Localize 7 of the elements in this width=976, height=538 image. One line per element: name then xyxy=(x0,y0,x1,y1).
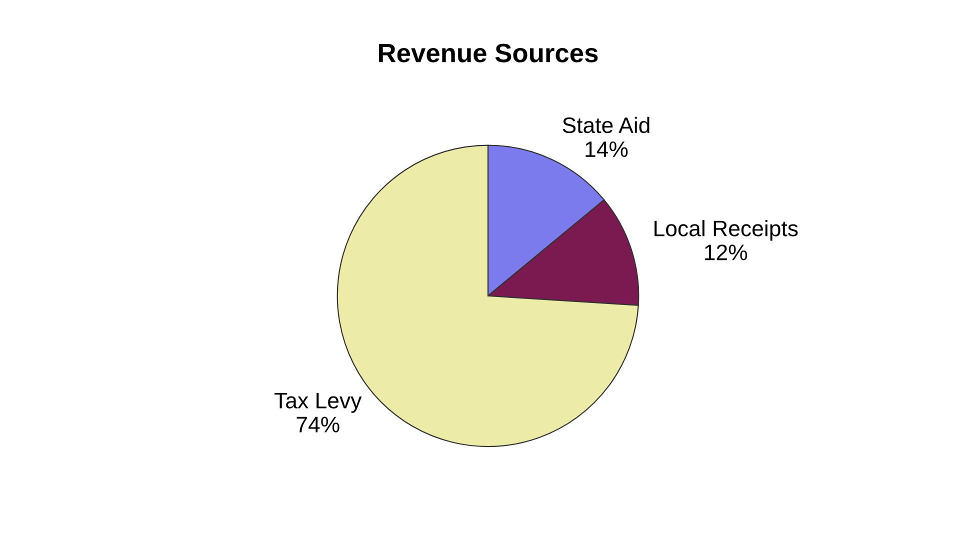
chart-title: Revenue Sources xyxy=(379,44,598,62)
slice-label: State Aid xyxy=(562,116,650,134)
data-label: 74% xyxy=(296,416,340,432)
data-label: 12% xyxy=(705,244,748,260)
slice-label: Tax Levy xyxy=(274,392,362,413)
data-label: 14% xyxy=(586,141,628,157)
slice-label: Local Receipts xyxy=(654,220,798,241)
